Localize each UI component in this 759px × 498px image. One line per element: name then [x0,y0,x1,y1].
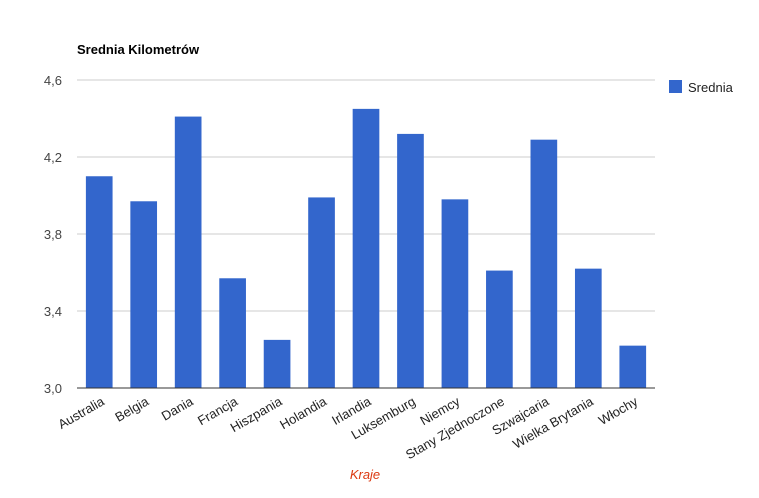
chart-title: Srednia Kilometrów [77,42,200,57]
bar[interactable] [219,278,246,388]
x-axis-title: Kraje [350,467,380,482]
y-axis-ticks: 3,0 3,4 3,8 4,2 4,6 [44,73,62,396]
bar[interactable] [530,139,558,388]
bar[interactable] [85,176,113,388]
bar[interactable] [174,116,202,388]
legend[interactable]: Srednia [669,80,734,95]
bar[interactable] [308,197,335,388]
y-tick-label: 4,2 [44,150,62,165]
bar[interactable] [130,201,158,388]
bar[interactable] [619,345,647,388]
bar[interactable] [263,339,291,388]
x-category-label: Dania [159,393,197,423]
legend-swatch [669,80,682,93]
legend-label: Srednia [688,80,734,95]
y-tick-label: 3,4 [44,304,62,319]
x-category-label: Holandia [277,393,330,432]
y-tick-label: 3,0 [44,381,62,396]
bar[interactable] [352,108,380,388]
x-category-label: Belgia [112,393,151,424]
bars [85,108,647,388]
y-tick-label: 4,6 [44,73,62,88]
x-category-label: Australia [55,393,107,432]
y-tick-label: 3,8 [44,227,62,242]
bar[interactable] [574,268,602,388]
x-category-label: Włochy [596,393,641,428]
bar[interactable] [441,199,469,388]
bar[interactable] [486,270,513,388]
bar[interactable] [397,133,424,388]
x-axis-category-labels: Australia Belgia Dania FrancjaHiszpaniaHola… [55,393,640,462]
x-category-label: Hiszpania [228,393,286,435]
